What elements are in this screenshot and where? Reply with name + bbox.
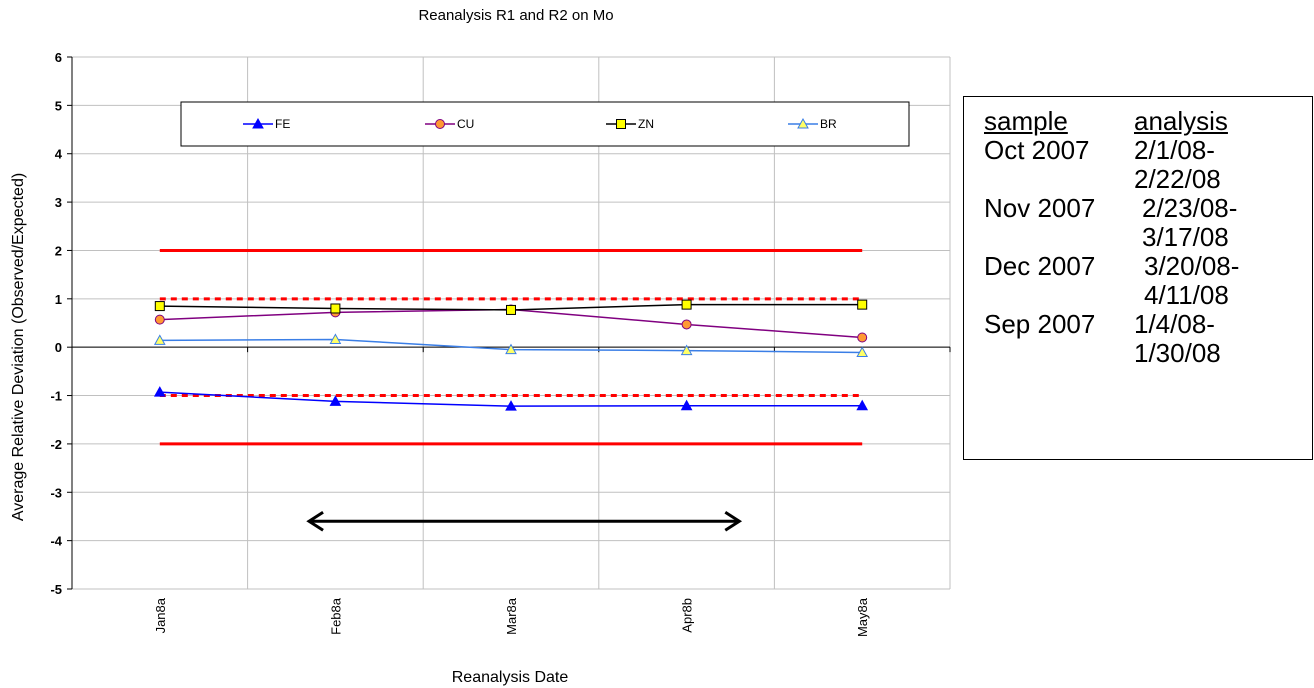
x-axis-title: Reanalysis Date (452, 669, 569, 686)
legend-marker-zn (616, 119, 626, 129)
data-point-zn (506, 304, 516, 315)
y-tick-label: 4 (55, 147, 63, 162)
spacer (984, 281, 1134, 310)
data-point-br (153, 334, 166, 345)
series-br (153, 333, 869, 358)
legend-marker-fe (252, 117, 264, 129)
data-point-zn (154, 301, 165, 312)
data-point-cu (154, 314, 165, 325)
chart-title: Reanalysis R1 and R2 on Mo (418, 7, 613, 24)
data-point-br (505, 343, 517, 355)
data-point-fe (856, 399, 869, 411)
analysis-end: 2/22/08 (1134, 164, 1221, 194)
series-layer (153, 299, 869, 411)
x-tick-label: Feb8a (328, 597, 343, 635)
sample-label: Nov 2007 (984, 193, 1096, 223)
spacer (984, 165, 1134, 194)
info-table: sample analysis Oct 2007 2/1/08- 2/22/08… (984, 107, 1304, 368)
series-zn (154, 299, 868, 315)
spacer (984, 223, 1134, 252)
info-box: sample analysis Oct 2007 2/1/08- 2/22/08… (963, 96, 1313, 460)
y-tick-label: 0 (55, 340, 62, 355)
legend-label-br: BR (820, 117, 837, 131)
sample-label: Oct 2007 (984, 135, 1090, 165)
y-tick-label: 2 (55, 243, 62, 258)
info-row-nov-cont: 3/17/08 (984, 223, 1304, 252)
data-point-fe (505, 400, 517, 411)
x-tick-label: Mar8a (504, 597, 519, 635)
reference-lines (159, 248, 863, 446)
y-tick-label: 3 (55, 195, 62, 210)
data-point-zn (857, 299, 868, 310)
sample-label: Sep 2007 (984, 309, 1096, 339)
axes: 6 5 4 3 2 1 0 -1 -2 -3 -4 -5 Jan8a Feb8a Mar8a Apr8b May… (50, 50, 951, 637)
info-row-sep-cont: 1/30/08 (984, 339, 1304, 368)
analysis-start: 2/1/08- (1134, 135, 1215, 165)
y-axis-title: Average Relative Deviation (Observed/Exp… (10, 173, 27, 521)
header-sample: sample (984, 106, 1068, 136)
x-tick-label: Apr8b (680, 598, 695, 633)
info-row-sep: Sep 2007 1/4/08- (984, 310, 1304, 339)
legend-box (180, 101, 910, 147)
info-row-dec: Dec 2007 3/20/08- (984, 252, 1304, 281)
analysis-end: 4/11/08 (1144, 280, 1229, 310)
y-tick-label: -3 (50, 485, 62, 500)
info-row-dec-cont: 4/11/08 (984, 281, 1304, 310)
series-fe (153, 386, 869, 411)
y-tick-label: -5 (50, 582, 62, 597)
legend-marker-br (797, 117, 809, 129)
y-tick-label: -1 (50, 389, 62, 404)
y-tick-label: 6 (55, 50, 62, 65)
header-analysis: analysis (1134, 106, 1228, 136)
analysis-start: 2/23/08- (1142, 193, 1238, 223)
data-point-cu (857, 332, 868, 343)
legend: FE CU ZN BR (180, 101, 910, 147)
annotation-arrow (306, 511, 743, 532)
y-tick-label: 5 (55, 98, 62, 113)
analysis-end: 3/17/08 (1142, 222, 1229, 252)
x-tick-label: May8a (855, 597, 870, 637)
sample-label: Dec 2007 (984, 251, 1096, 281)
info-row-oct-cont: 2/22/08 (984, 165, 1304, 194)
legend-marker-cu (435, 119, 445, 129)
y-tick-label: 1 (55, 292, 62, 307)
info-header-row: sample analysis (984, 107, 1304, 136)
data-point-br (329, 333, 342, 344)
data-point-br (856, 346, 869, 358)
data-point-zn (681, 299, 692, 310)
data-point-fe (680, 399, 693, 411)
analysis-end: 1/30/08 (1134, 338, 1221, 368)
arrow-head-right (724, 511, 743, 532)
data-point-br (680, 344, 693, 356)
x-tick-label: Jan8a (153, 597, 168, 633)
analysis-start: 3/20/08- (1144, 251, 1240, 281)
data-point-fe (329, 395, 342, 406)
data-point-fe (153, 386, 166, 397)
info-row-oct: Oct 2007 2/1/08- (984, 136, 1304, 165)
y-tick-label: -4 (50, 534, 62, 549)
info-row-nov: Nov 2007 2/23/08- (984, 194, 1304, 223)
y-tick-label: -2 (50, 437, 62, 452)
legend-label-zn: ZN (638, 117, 654, 131)
arrow-head-left (306, 511, 324, 532)
line-chart: Reanalysis R1 and R2 on Mo 6 5 4 3 2 1 0 -1 -2 -3… (10, 7, 951, 686)
legend-label-cu: CU (457, 117, 474, 131)
spacer (984, 339, 1134, 368)
analysis-start: 1/4/08- (1134, 309, 1215, 339)
data-point-zn (330, 303, 341, 314)
legend-label-fe: FE (275, 117, 290, 131)
data-point-cu (681, 319, 692, 330)
